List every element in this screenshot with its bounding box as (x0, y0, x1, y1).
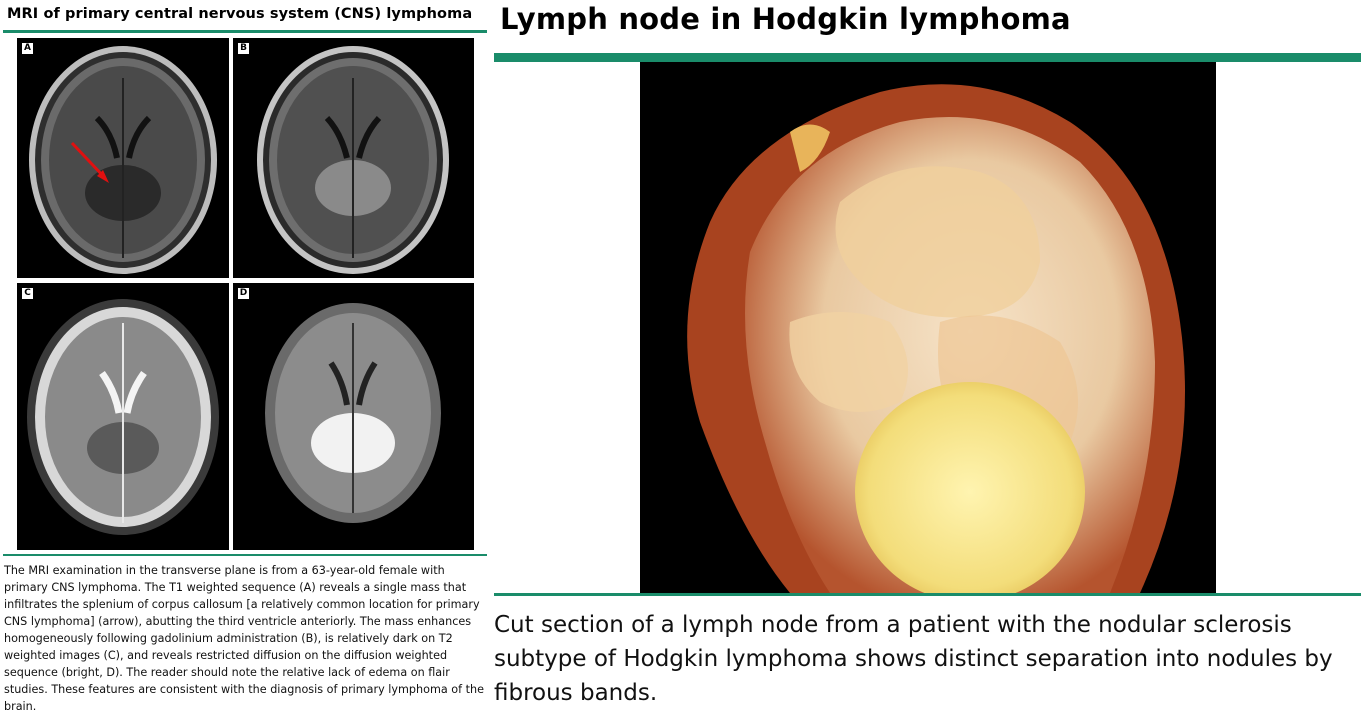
mri-figure-caption: The MRI examination in the transverse pl… (4, 564, 484, 713)
mri-panel-c: C (17, 283, 229, 550)
mri-figure-title: MRI of primary central nervous system (C… (7, 6, 473, 22)
mri-panel-b: B (233, 38, 474, 278)
lymph-node-figure-title: Lymph node in Hodgkin lymphoma (500, 2, 1071, 36)
lymph-node-specimen-image (640, 62, 1216, 593)
mri-panel-label: C (22, 288, 33, 299)
mri-panel-d-image (265, 303, 441, 523)
left-title-divider (3, 30, 487, 33)
lymph-node-figure-caption: Cut section of a lymph node from a patie… (494, 612, 1333, 706)
mri-image-grid: A B C (17, 38, 474, 550)
mri-panel-a-image (29, 46, 217, 274)
mri-panel-d: D (233, 283, 474, 550)
left-caption-divider (3, 554, 487, 556)
mri-panel-label: D (238, 288, 249, 299)
mri-panel-a: A (17, 38, 229, 278)
mri-panel-label: B (238, 43, 249, 54)
mri-panel-c-image (27, 299, 219, 535)
mri-panel-b-image (257, 46, 449, 274)
right-title-divider (494, 53, 1361, 62)
mri-panel-label: A (22, 43, 33, 54)
right-caption-divider (494, 593, 1361, 596)
